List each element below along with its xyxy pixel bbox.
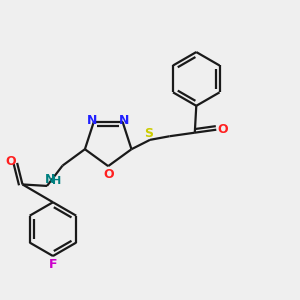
Text: N: N [45, 173, 55, 187]
Text: H: H [52, 176, 61, 186]
Text: O: O [5, 155, 16, 168]
Text: F: F [49, 259, 57, 272]
Text: N: N [119, 114, 129, 127]
Text: O: O [103, 168, 113, 181]
Text: O: O [218, 123, 228, 136]
Text: S: S [144, 128, 153, 140]
Text: N: N [87, 114, 98, 127]
